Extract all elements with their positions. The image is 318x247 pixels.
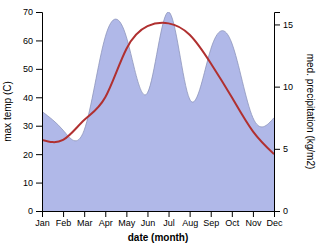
tick: 0 <box>28 206 42 216</box>
tick-mark <box>211 211 212 217</box>
tick-label: Feb <box>56 218 72 228</box>
tick-mark <box>126 211 127 217</box>
tick: 10 <box>274 82 293 92</box>
tick-label: Apr <box>99 218 113 228</box>
tick-label: Jan <box>35 218 50 228</box>
tick-label: 70 <box>23 7 33 17</box>
tick: 15 <box>274 20 293 30</box>
tick-label: May <box>118 218 136 228</box>
tick: Dec <box>266 211 283 228</box>
tick-label: 10 <box>283 82 293 92</box>
tick: Sep <box>203 211 219 228</box>
tick-mark <box>36 40 42 41</box>
tick-label: Mar <box>77 218 93 228</box>
tick: 10 <box>23 178 42 188</box>
tick-mark <box>36 126 42 127</box>
tick-mark <box>36 12 42 13</box>
x-axis: Jan Feb Mar Apr May Jun Jul Aug Sep Oct Nov Dec <box>35 211 283 228</box>
plot: JanFebMarAprMayJunJulAugSepOctNovDec0102… <box>23 7 293 228</box>
tick: 40 <box>23 93 42 103</box>
tick-mark <box>36 97 42 98</box>
tick-label: Nov <box>245 218 262 228</box>
tick-mark <box>274 211 280 212</box>
tick-label: 60 <box>23 36 33 46</box>
tick-mark <box>84 211 85 217</box>
tick-label: Dec <box>266 218 283 228</box>
tick: 60 <box>23 36 42 46</box>
tick: Jun <box>141 211 156 228</box>
tick-label: 15 <box>283 20 293 30</box>
precipitation-outline <box>42 12 274 141</box>
tick-label: 10 <box>23 178 33 188</box>
tick-mark <box>63 211 64 217</box>
y2-axis: 0 5 10 15 <box>274 13 293 217</box>
tick-mark <box>274 24 280 25</box>
tick-mark <box>190 211 191 217</box>
tick-label: Jun <box>141 218 156 228</box>
tick-mark <box>147 211 148 217</box>
tick-mark <box>274 87 280 88</box>
tick: 70 <box>23 7 42 17</box>
y-axis: 0 10 20 30 40 50 60 70 <box>23 7 43 216</box>
axis-line <box>36 13 43 212</box>
chart: JanFebMarAprMayJunJulAugSepOctNovDec0102… <box>0 0 318 247</box>
tick: 0 <box>274 206 288 216</box>
tick-label: 0 <box>283 206 288 216</box>
tick: Jan <box>35 211 50 228</box>
y-axis-title: max temp (C) <box>2 81 13 142</box>
tick: 50 <box>23 64 42 74</box>
tick: May <box>118 211 136 228</box>
axis-line <box>43 212 275 218</box>
tick: 30 <box>23 121 42 131</box>
tick-label: 0 <box>28 206 33 216</box>
tick-mark <box>36 154 42 155</box>
y2-axis-title: med. precipitation (kg/m2) <box>305 54 316 170</box>
tick-label: 50 <box>23 64 33 74</box>
tick-label: Oct <box>225 218 240 228</box>
tick-label: 5 <box>283 144 288 154</box>
tick: Apr <box>99 211 113 228</box>
tick-label: 30 <box>23 121 33 131</box>
tick-mark <box>274 149 280 150</box>
tick: Feb <box>56 211 72 228</box>
tick-mark <box>36 69 42 70</box>
tick-label: Aug <box>182 218 198 228</box>
tick: Nov <box>245 211 262 228</box>
tick-mark <box>169 211 170 217</box>
tick-mark <box>36 211 42 212</box>
tick: Aug <box>182 211 198 228</box>
tick-label: Jul <box>163 218 175 228</box>
tick-mark <box>232 211 233 217</box>
tick-label: 40 <box>23 93 33 103</box>
tick-mark <box>36 183 42 184</box>
marks <box>42 12 274 211</box>
x-axis-title: date (month) <box>128 232 189 243</box>
tick-mark <box>105 211 106 217</box>
temperature-line <box>42 23 274 154</box>
tick: Mar <box>77 211 93 228</box>
precipitation-area <box>42 12 274 211</box>
tick-label: Sep <box>203 218 219 228</box>
tick: Jul <box>163 211 175 228</box>
tick-label: 20 <box>23 150 33 160</box>
tick: 20 <box>23 150 42 160</box>
tick: Oct <box>225 211 240 228</box>
tick: 5 <box>274 144 288 154</box>
tick-mark <box>253 211 254 217</box>
axis-line <box>275 13 281 212</box>
